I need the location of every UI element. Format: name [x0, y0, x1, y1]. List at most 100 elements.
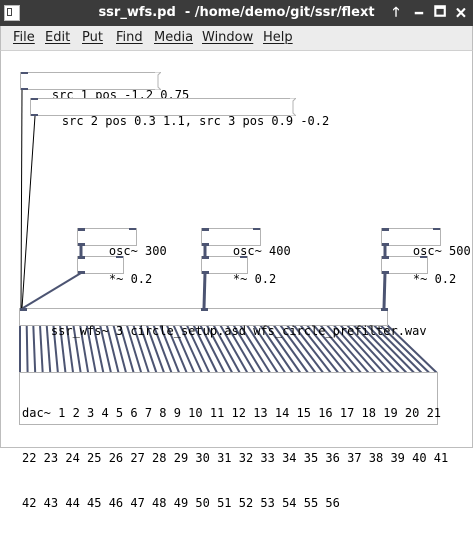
signal-inlet[interactable] [78, 256, 85, 259]
inlet[interactable] [116, 256, 123, 258]
menu-window[interactable]: Window [202, 30, 254, 45]
signal-inlet[interactable] [382, 256, 389, 259]
menu-help[interactable]: Help [263, 30, 293, 45]
signal-cord [132, 324, 150, 374]
signal-cord [332, 324, 378, 374]
message-box-src1[interactable]: src 1 pos -1.2 0.75 [20, 72, 189, 102]
control-cord [20, 89, 23, 309]
osc-300-object[interactable]: osc~ 300 [77, 228, 167, 258]
signal-cord [79, 324, 90, 374]
multiply-object-3[interactable]: *~ 0.2 [381, 256, 456, 286]
signal-outlet[interactable] [382, 271, 389, 274]
window-title: ssr_wfs.pd - /home/demo/git/ssr/flext [98, 5, 375, 20]
menu-media[interactable]: Media [154, 30, 194, 45]
outlet[interactable] [31, 114, 38, 116]
signal-inlet[interactable] [381, 308, 388, 311]
signal-cord [52, 324, 59, 374]
signal-cord [112, 324, 128, 374]
maximize-icon[interactable]: 🗖 [433, 5, 447, 20]
pd-app-icon[interactable] [4, 5, 20, 21]
signal-cord [125, 324, 143, 374]
signal-cord [92, 324, 105, 374]
signal-cord [45, 324, 52, 374]
signal-cord [239, 324, 272, 374]
signal-cord [226, 324, 256, 374]
dac-object[interactable]: dac~ 1 2 3 4 5 6 7 8 9 10 11 12 13 14 15… [19, 372, 448, 510]
minimize-icon[interactable]: 🗕 [414, 5, 424, 20]
object-text: *~ 0.2 [232, 272, 277, 286]
signal-outlet[interactable] [382, 243, 389, 246]
object-text: osc~ 300 [108, 244, 167, 258]
multiply-object-1[interactable]: *~ 0.2 [77, 256, 152, 286]
signal-inlet[interactable] [202, 256, 209, 259]
object-text: ssr_wfs~ 3 circle_setup.asd wfs_circle_p… [50, 324, 427, 338]
signal-cord [312, 324, 355, 374]
signal-cord [299, 324, 340, 374]
signal-cord [202, 272, 207, 309]
signal-outlet[interactable] [202, 271, 209, 274]
signal-cord [306, 324, 347, 374]
up-arrow-icon[interactable]: 🡑 [392, 5, 400, 20]
close-icon[interactable]: 🗙 [456, 5, 466, 20]
signal-cord [145, 324, 166, 374]
signal-cord [232, 324, 264, 374]
signal-cord [139, 324, 158, 374]
signal-cord [205, 324, 234, 374]
signal-inlet[interactable] [382, 228, 389, 231]
signal-inlet[interactable] [202, 228, 209, 231]
signal-cord [65, 324, 75, 374]
inlet[interactable] [31, 98, 38, 100]
signal-cord [105, 324, 120, 374]
object-text: osc~ 500 [412, 244, 471, 258]
menu-edit[interactable]: Edit [45, 30, 71, 45]
signal-cord [152, 324, 173, 374]
outlet[interactable] [21, 88, 28, 90]
signal-cord [246, 324, 279, 374]
signal-cord [266, 324, 302, 374]
message-box-src2-src3[interactable]: src 2 pos 0.3 1.1, src 3 pos 0.9 -0.2 [30, 98, 329, 128]
signal-outlet[interactable] [202, 243, 209, 246]
signal-outlet[interactable] [78, 243, 85, 246]
signal-cord [32, 324, 37, 374]
message-flag [290, 98, 296, 116]
signal-inlet[interactable] [201, 308, 208, 311]
signal-outlet[interactable] [78, 271, 85, 274]
inlet[interactable] [253, 228, 260, 230]
signal-cord [359, 324, 408, 374]
signal-cord [379, 324, 431, 374]
inlet[interactable] [129, 228, 136, 230]
patch-canvas[interactable]: src 1 pos -1.2 0.75 src 2 pos 0.3 1.1, s… [0, 51, 473, 510]
inlet[interactable] [21, 72, 28, 74]
signal-cord [72, 324, 82, 374]
signal-cord [212, 324, 241, 374]
signal-cord [85, 324, 97, 374]
object-text: dac~ 1 2 3 4 5 6 7 8 9 10 11 12 13 14 15… [22, 406, 442, 420]
osc-400-object[interactable]: osc~ 400 [201, 228, 291, 258]
osc-500-object[interactable]: osc~ 500 [381, 228, 471, 258]
inlet[interactable] [240, 256, 247, 258]
signal-cord [59, 324, 67, 374]
control-cord [21, 115, 36, 309]
signal-cord [219, 324, 249, 374]
signal-cord [159, 324, 181, 374]
ssr-wfs-object[interactable]: ssr_wfs~ 3 circle_setup.asd wfs_circle_p… [19, 308, 427, 338]
menu-find[interactable]: Find [116, 30, 143, 45]
menu-put[interactable]: Put [82, 30, 103, 45]
signal-cord [22, 272, 82, 309]
multiply-object-2[interactable]: *~ 0.2 [201, 256, 276, 286]
signal-inlet[interactable] [78, 228, 85, 231]
object-text: osc~ 400 [232, 244, 291, 258]
signal-cord [346, 324, 393, 374]
signal-cord [165, 324, 188, 374]
message-flag [155, 72, 161, 90]
inlet[interactable] [433, 228, 440, 230]
object-text: 42 43 44 45 46 47 48 49 50 51 52 53 54 5… [22, 496, 340, 510]
menu-file[interactable]: File [13, 30, 35, 45]
inlet[interactable] [420, 256, 427, 258]
signal-cord [386, 324, 438, 374]
object-text: *~ 0.2 [412, 272, 457, 286]
signal-cord [339, 324, 385, 374]
signal-cord [39, 324, 44, 374]
signal-inlet[interactable] [20, 308, 27, 311]
ssr-to-dac-signal-cords [19, 324, 438, 374]
